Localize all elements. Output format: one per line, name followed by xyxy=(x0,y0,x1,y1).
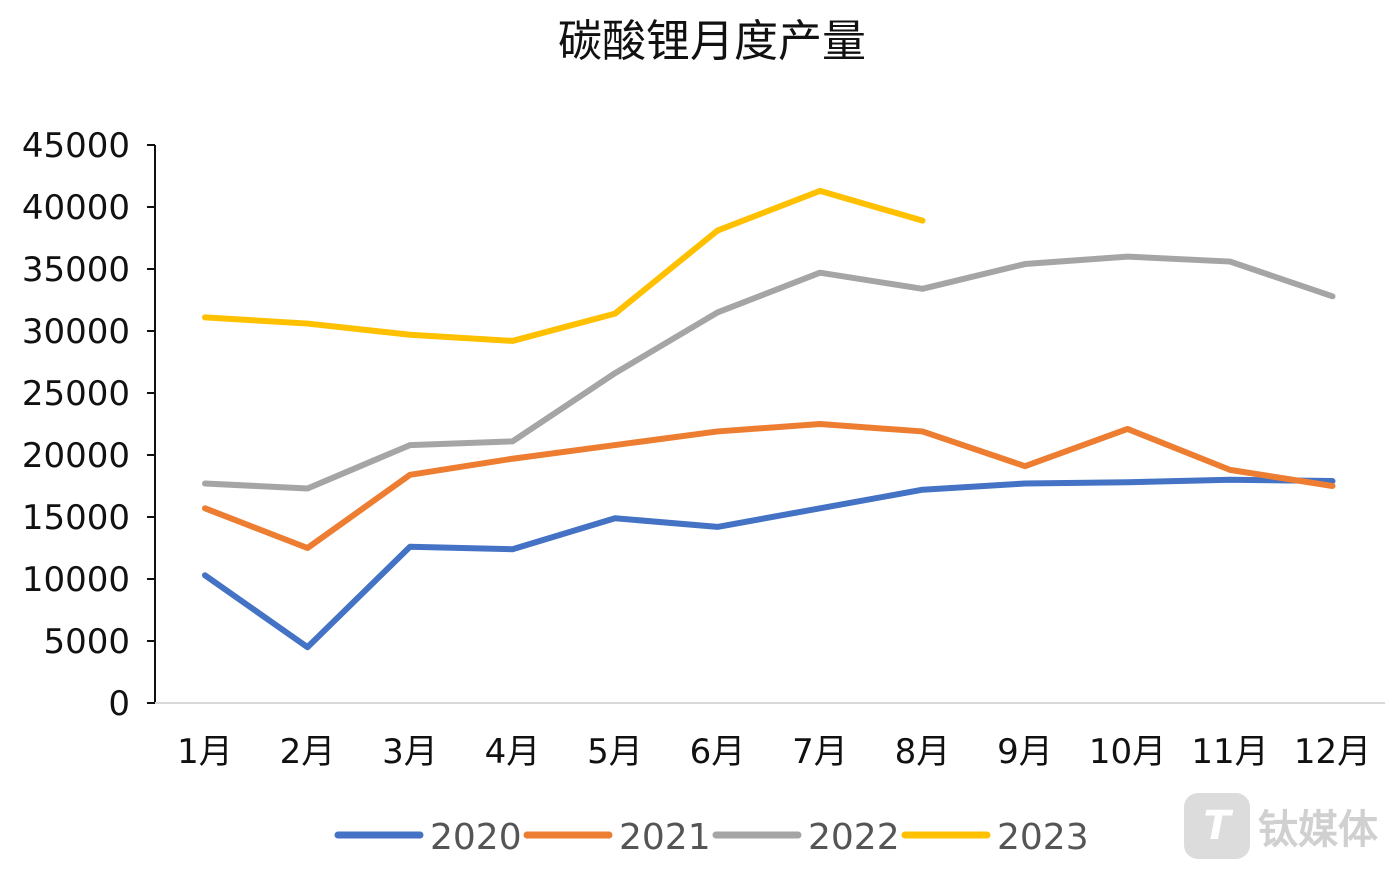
series-line-2022 xyxy=(202,253,1336,492)
series-line-2021 xyxy=(202,421,1336,551)
x-tick-label: 3月 xyxy=(382,732,438,772)
x-tick-label: 7月 xyxy=(792,732,848,772)
legend-label-2022: 2022 xyxy=(808,817,900,858)
x-tick-label: 11月 xyxy=(1191,732,1268,772)
watermark-logo-icon: T xyxy=(1184,793,1250,859)
x-tick-label: 6月 xyxy=(690,732,746,772)
y-tick-label: 10000 xyxy=(22,560,130,600)
y-tick-label: 35000 xyxy=(22,250,130,290)
y-tick-label: 30000 xyxy=(22,312,130,352)
y-tick-label: 20000 xyxy=(22,436,130,476)
legend-label-2023: 2023 xyxy=(997,817,1089,858)
watermark: T 钛媒体 xyxy=(1184,793,1378,859)
y-tick-label: 0 xyxy=(108,684,130,724)
x-tick-label: 8月 xyxy=(895,732,951,772)
y-tick-label: 5000 xyxy=(43,622,130,662)
x-tick-label: 10月 xyxy=(1089,732,1166,772)
chart-title: 碳酸锂月度产量 xyxy=(558,16,866,67)
x-tick-label: 9月 xyxy=(997,732,1053,772)
watermark-text: 钛媒体 xyxy=(1258,807,1378,853)
series-line-2023 xyxy=(202,187,926,344)
x-tick-label: 5月 xyxy=(587,732,643,772)
series-line-2020 xyxy=(202,476,1336,651)
y-tick-label: 45000 xyxy=(22,126,130,166)
y-tick-label: 40000 xyxy=(22,188,130,228)
x-tick-label: 4月 xyxy=(485,732,541,772)
x-tick-label: 2月 xyxy=(280,732,336,772)
y-tick-label: 15000 xyxy=(22,498,130,538)
x-tick-label: 12月 xyxy=(1294,732,1371,772)
y-tick-label: 25000 xyxy=(22,374,130,414)
legend-label-2021: 2021 xyxy=(619,817,711,858)
x-tick-label: 1月 xyxy=(177,732,233,772)
legend-label-2020: 2020 xyxy=(430,817,522,858)
